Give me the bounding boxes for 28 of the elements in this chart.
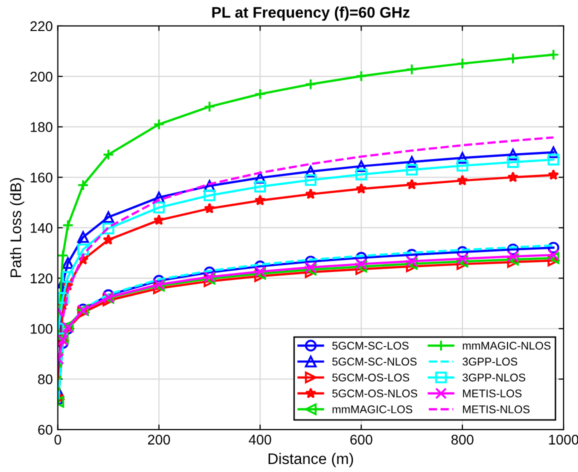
y-tick-label: 60 <box>38 424 52 435</box>
legend-label: 5GCM-SC-NLOS <box>332 358 417 366</box>
legend-label: mmMAGIC-NLOS <box>462 342 551 350</box>
legend-label: METIS-NLOS <box>463 405 530 414</box>
legend-label: 5GCM-SC-LOS <box>332 342 409 350</box>
legend-label: 3GPP-NLOS <box>462 374 526 382</box>
x-tick-label: 600 <box>350 434 372 445</box>
y-tick-label: 120 <box>30 274 52 284</box>
y-tick-label: 200 <box>30 72 52 82</box>
y-tick-label: 100 <box>30 324 52 334</box>
legend-label: 3GPP-LOS <box>462 358 518 366</box>
y-axis-title: Path Loss (dB) <box>10 178 24 278</box>
y-tick-label: 80 <box>38 374 52 384</box>
legend-label: METIS-LOS <box>463 390 522 398</box>
x-tick-label: 0 <box>54 434 62 445</box>
legend-label: mmMAGIC-LOS <box>332 405 412 414</box>
x-tick-label: 800 <box>451 434 474 445</box>
x-tick-label: 400 <box>248 434 272 445</box>
y-tick-label: 180 <box>30 122 52 132</box>
legend-label: 5GCM-OS-NLOS <box>332 390 418 398</box>
x-axis-title: Distance (m) <box>268 452 354 468</box>
x-tick-label: 1000 <box>549 434 578 445</box>
chart-title: PL at Frequency (f)=60 GHz <box>212 6 410 21</box>
y-tick-label: 220 <box>30 21 52 32</box>
x-tick-label: 200 <box>148 434 170 445</box>
y-tick-label: 160 <box>30 172 52 182</box>
y-tick-label: 140 <box>30 223 52 233</box>
legend-label: 5GCM-OS-LOS <box>332 374 410 382</box>
